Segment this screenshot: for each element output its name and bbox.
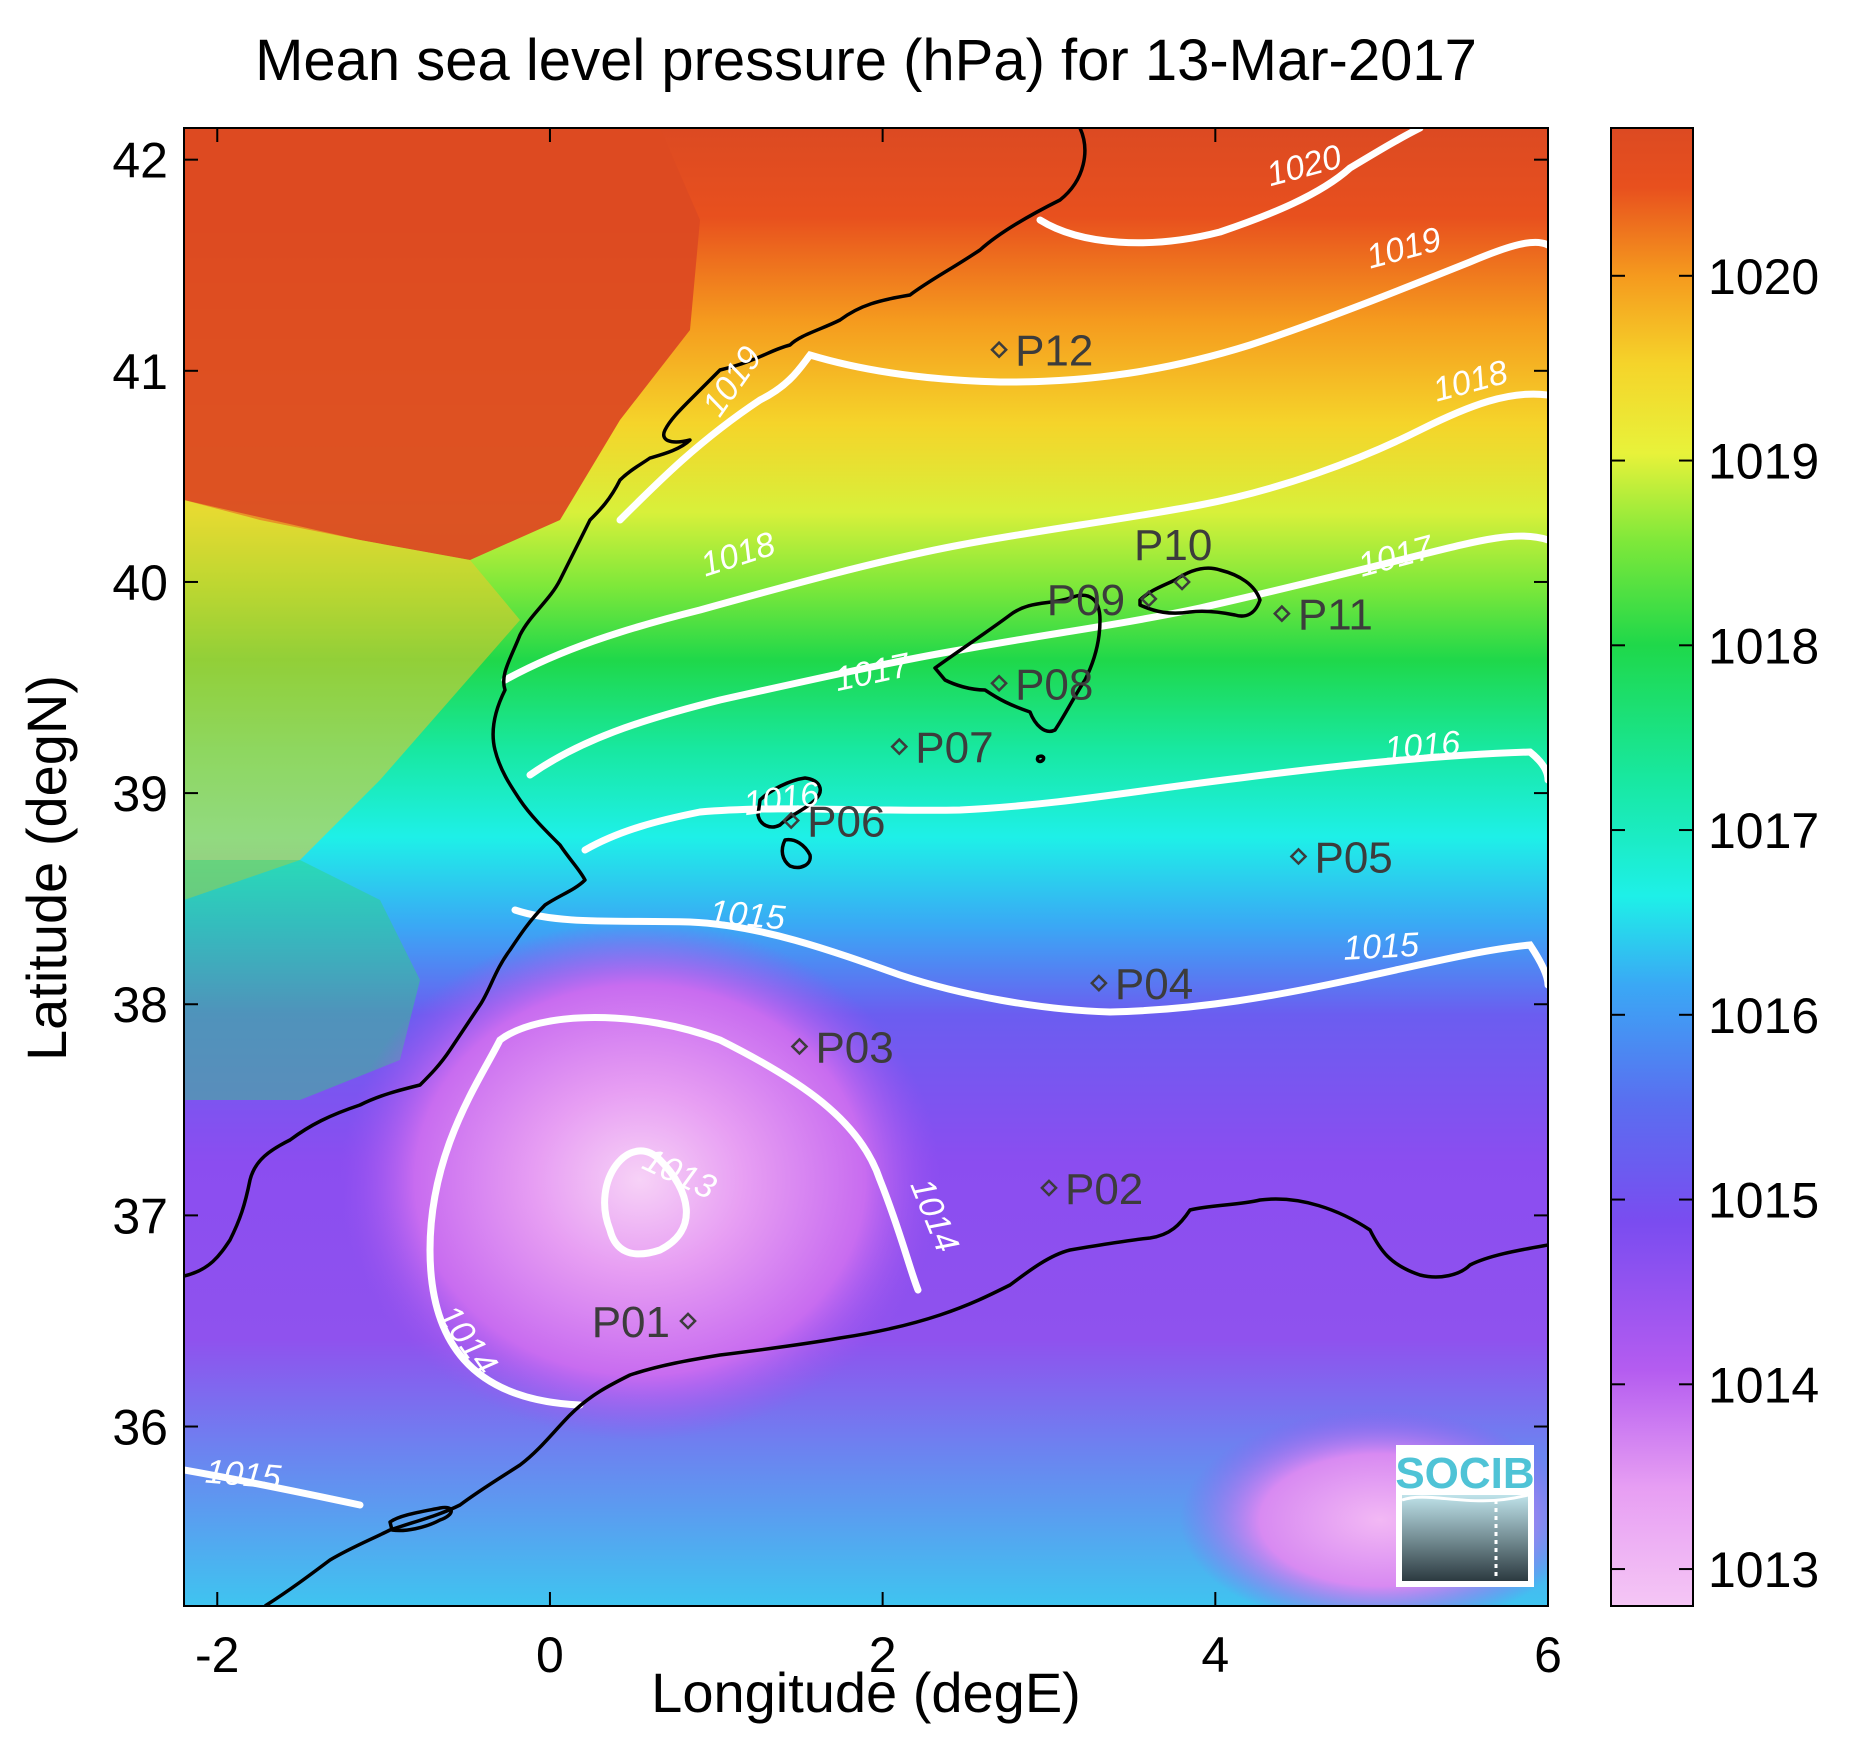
station-p08: P08 <box>990 660 1093 709</box>
map-title: Mean sea level pressure (hPa) for 13-Mar… <box>255 28 1477 93</box>
station-marker <box>890 737 909 756</box>
colorbar-tick-label: 1015 <box>1708 1173 1819 1229</box>
station-marker <box>679 1312 697 1330</box>
y-tick-label: 38 <box>112 977 168 1033</box>
contour-label: 1015 <box>1342 926 1420 968</box>
station-p09: P09 <box>1047 576 1158 625</box>
station-label: P01 <box>592 1298 670 1347</box>
station-marker <box>790 1037 809 1056</box>
x-tick-label: 0 <box>536 1627 564 1683</box>
inland-green-region <box>184 860 420 1100</box>
station-marker <box>990 340 1008 359</box>
y-axis-label: Latitude (degN) <box>15 675 78 1061</box>
contour-label: 1015 <box>708 893 787 937</box>
station-marker <box>1040 1179 1058 1197</box>
station-p10: P10 <box>1134 521 1212 591</box>
coastline-spain-east <box>184 128 1087 1278</box>
station-label: P07 <box>915 724 993 773</box>
station-marker <box>1289 847 1308 866</box>
contour-1013 <box>601 1147 690 1258</box>
x-tick-label: 4 <box>1201 1627 1229 1683</box>
low-pressure-cell <box>340 920 940 1440</box>
x-axis-ticks: -2 0 2 4 6 <box>195 128 1562 1683</box>
station-p05: P05 <box>1289 833 1393 882</box>
logo-text: SOCIB <box>1395 1449 1534 1498</box>
station-label: P11 <box>1298 591 1373 640</box>
coastline-ibiza <box>756 776 822 829</box>
y-tick-label: 39 <box>112 766 168 822</box>
station-p06: P06 <box>782 798 885 847</box>
pressure-contours <box>184 128 1548 1509</box>
station-label: P05 <box>1314 833 1392 882</box>
contour-1017 <box>526 532 1548 779</box>
contour-label: 1015 <box>204 1452 283 1496</box>
station-label: P09 <box>1047 576 1125 625</box>
colorbar-gradient <box>1610 127 1694 1607</box>
coastline-menorca <box>1138 566 1262 618</box>
station-p02: P02 <box>1040 1165 1143 1214</box>
colorbar-tick-label: 1020 <box>1708 249 1819 305</box>
colorbar-tick-label: 1018 <box>1708 618 1819 674</box>
coastline-formentera <box>780 837 812 870</box>
station-p11: P11 <box>1273 591 1373 640</box>
station-label: P06 <box>807 798 885 847</box>
station-marker <box>782 811 800 830</box>
station-p12: P12 <box>990 327 1093 376</box>
x-axis-label: Longitude (degE) <box>651 1661 1081 1724</box>
coastlines <box>184 128 1548 1606</box>
station-marker <box>1139 590 1158 608</box>
colorbar-tick-label: 1013 <box>1708 1542 1819 1598</box>
colorbar-tick-label: 1014 <box>1708 1357 1819 1413</box>
colorbar-tick-label: 1019 <box>1708 434 1819 490</box>
y-axis-ticks: 36 37 38 39 40 41 42 <box>112 133 1548 1456</box>
contour-1014 <box>426 1014 922 1409</box>
coastline-alboran-island <box>388 1505 453 1533</box>
y-tick-label: 36 <box>112 1400 168 1456</box>
contour-1018 <box>501 390 1548 684</box>
contour-1020 <box>1036 128 1424 247</box>
contour-label: 1016 <box>1383 724 1462 768</box>
contour-1016 <box>581 748 1548 854</box>
socib-logo: SOCIB <box>1395 1445 1535 1587</box>
station-label: P03 <box>815 1023 893 1072</box>
coastline-mallorca <box>933 593 1102 733</box>
x-tick-label: 6 <box>1534 1627 1562 1683</box>
coastline-north-africa <box>264 1197 1548 1606</box>
station-marker <box>1173 573 1191 591</box>
x-tick-label: 2 <box>869 1627 897 1683</box>
contour-1015-south <box>184 1466 364 1509</box>
y-tick-label: 40 <box>112 555 168 611</box>
colorbar-ticks: 1013 1014 1015 1016 1017 1018 1019 1020 <box>1611 249 1819 1598</box>
station-marker <box>1090 974 1108 992</box>
colorbar-tick-label: 1017 <box>1708 803 1819 859</box>
coastline-cabrera <box>1035 754 1046 764</box>
logo-wave <box>1401 1493 1529 1503</box>
y-tick-label: 41 <box>112 344 168 400</box>
station-p04: P04 <box>1090 960 1193 1009</box>
station-marker <box>990 674 1008 693</box>
logo-sea <box>1402 1495 1528 1581</box>
inland-yellow-region <box>184 500 520 900</box>
station-marker <box>1273 604 1291 623</box>
plot-frame <box>183 127 1549 1607</box>
x-tick-label: -2 <box>195 1627 239 1683</box>
station-p01: P01 <box>592 1298 697 1347</box>
station-label: P08 <box>1015 660 1093 709</box>
contour-1019 <box>616 238 1548 524</box>
colorbar-tick-label: 1016 <box>1708 988 1819 1044</box>
y-tick-label: 42 <box>112 133 168 189</box>
map-plot-area: SOCIB 1013 101410141015101510151016101610… <box>184 128 1548 1606</box>
station-p07: P07 <box>890 724 994 773</box>
high-pressure-region <box>184 128 700 560</box>
contour-1015 <box>511 906 1548 1016</box>
station-label: P12 <box>1015 327 1093 376</box>
station-p03: P03 <box>790 1023 894 1072</box>
station-label: P04 <box>1115 960 1193 1009</box>
station-label: P02 <box>1065 1165 1143 1214</box>
colorbar: 1013 1014 1015 1016 1017 1018 1019 1020 <box>1610 127 1819 1607</box>
station-label: P10 <box>1134 521 1212 570</box>
y-tick-label: 37 <box>112 1188 168 1244</box>
